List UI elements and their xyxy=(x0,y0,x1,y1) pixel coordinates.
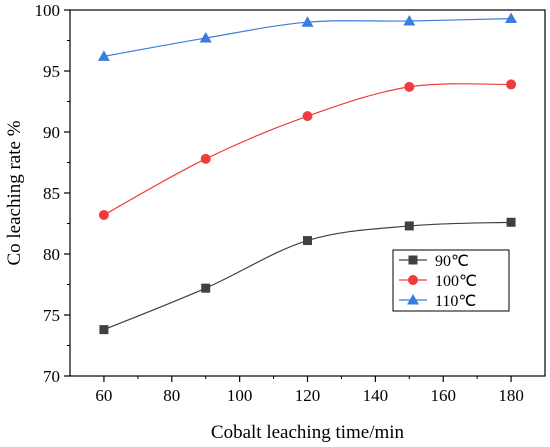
legend-label: 100℃ xyxy=(435,273,477,290)
data-point xyxy=(99,325,109,335)
legend-label: 90℃ xyxy=(435,253,469,270)
data-point xyxy=(506,217,516,227)
y-tick-label: 75 xyxy=(43,306,60,325)
plot-frame xyxy=(69,9,546,377)
data-point xyxy=(302,111,313,122)
data-point xyxy=(403,14,416,26)
data-point xyxy=(404,81,415,92)
data-point xyxy=(404,221,414,231)
y-tick-label: 80 xyxy=(43,245,60,264)
legend-label: 110℃ xyxy=(435,293,476,310)
y-tick-label: 100 xyxy=(35,1,61,20)
x-tick-label: 140 xyxy=(363,386,389,405)
x-tick-label: 180 xyxy=(498,386,524,405)
y-tick-label: 95 xyxy=(43,62,60,81)
data-point xyxy=(201,283,211,293)
y-tick-label: 70 xyxy=(43,367,60,386)
data-point xyxy=(98,209,109,220)
legend: 90℃ 100℃ 110℃ xyxy=(392,249,510,312)
legend-marker xyxy=(408,275,418,285)
x-tick-label: 120 xyxy=(295,386,321,405)
data-point xyxy=(301,16,314,27)
data-point xyxy=(506,79,517,90)
y-tick-label: 85 xyxy=(43,184,60,203)
data-point xyxy=(200,153,211,164)
x-tick-label: 160 xyxy=(430,386,456,405)
x-tick-label: 60 xyxy=(95,386,112,405)
data-point xyxy=(505,12,518,24)
series-line xyxy=(103,83,512,216)
legend-marker xyxy=(408,255,418,265)
y-tick-label: 90 xyxy=(43,123,60,142)
legend-marker xyxy=(407,294,419,305)
data-point xyxy=(199,32,212,43)
x-tick-label: 100 xyxy=(227,386,253,405)
y-axis-label: Co leaching rate % xyxy=(4,120,25,265)
x-axis-label: Cobalt leaching time/min xyxy=(211,422,405,443)
data-point xyxy=(303,236,312,246)
data-point xyxy=(97,50,110,61)
x-tick-label: 80 xyxy=(163,386,180,405)
